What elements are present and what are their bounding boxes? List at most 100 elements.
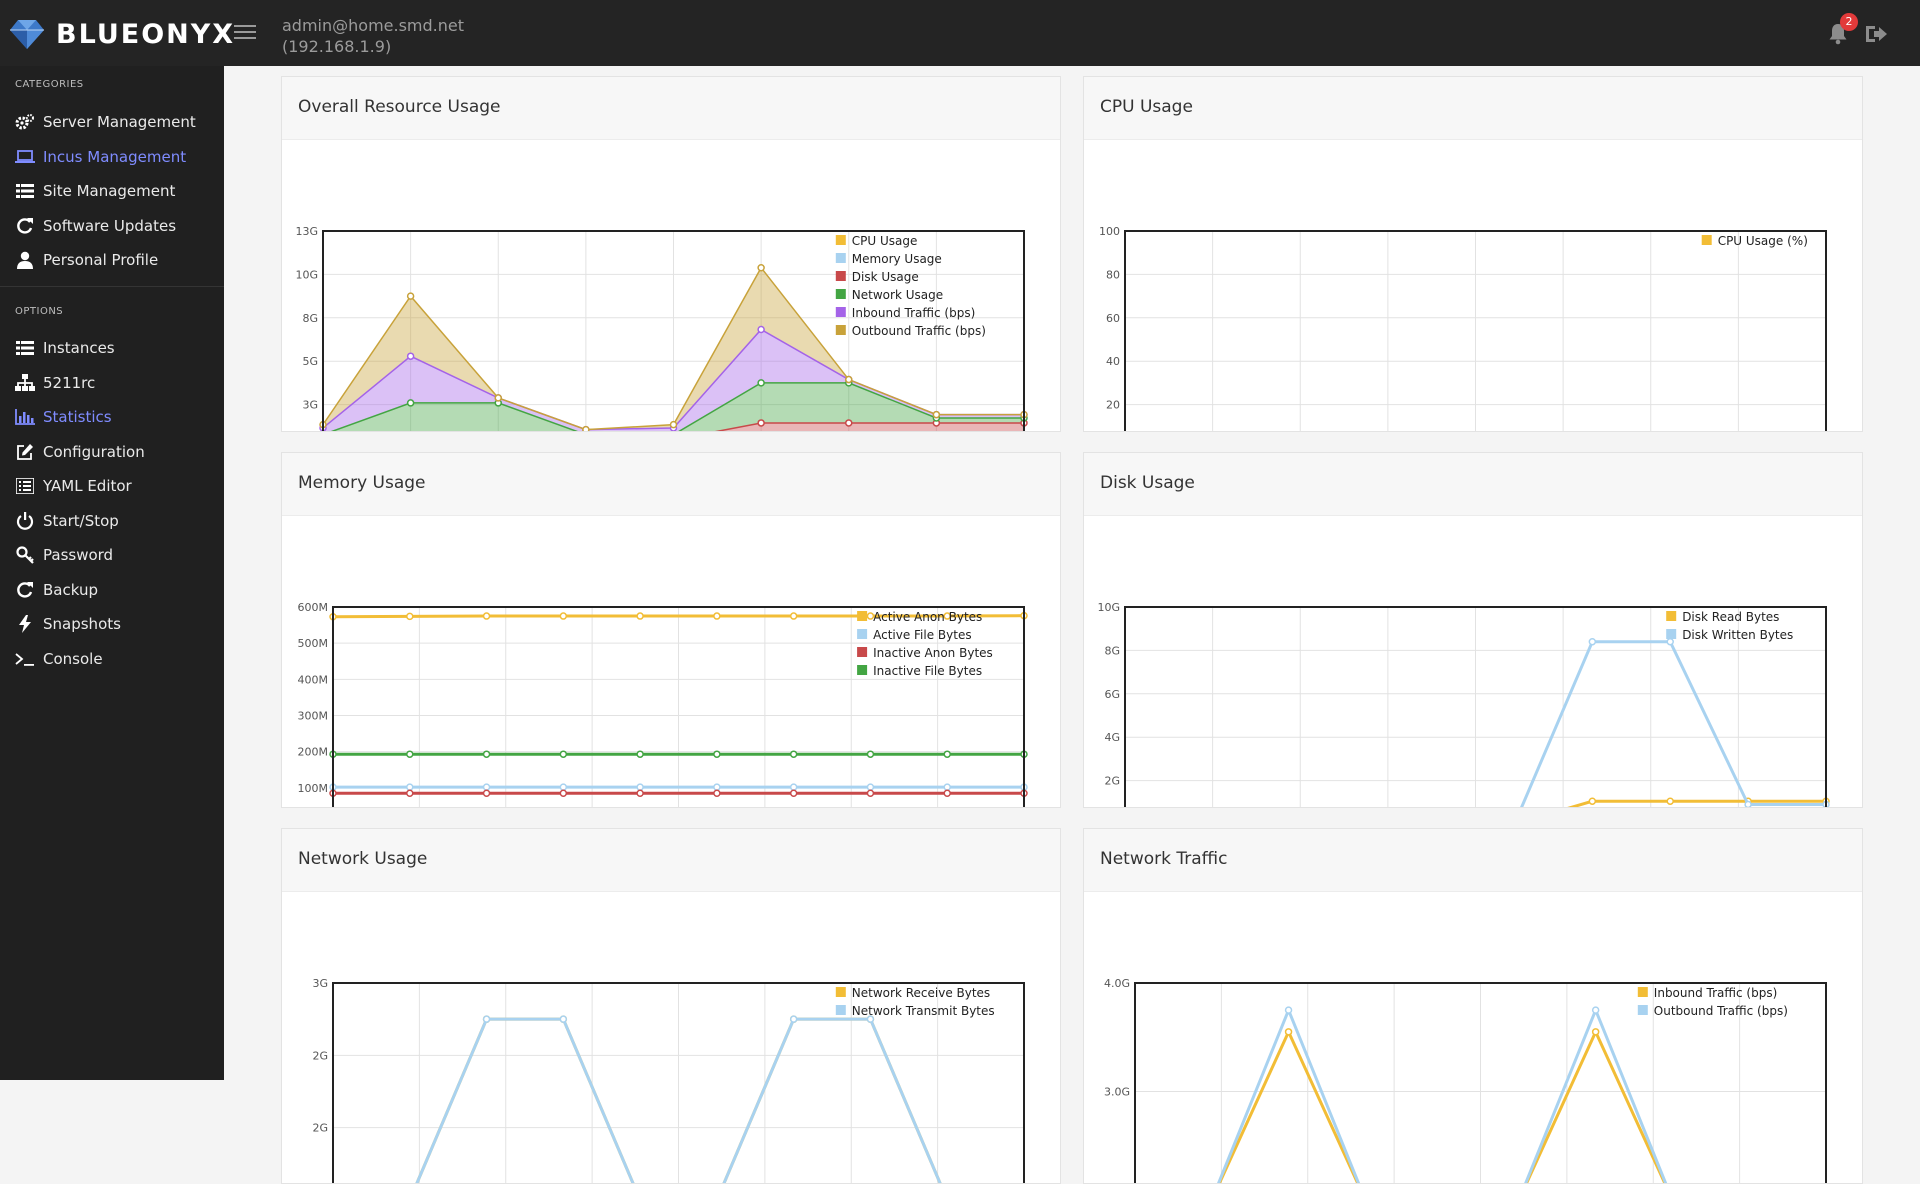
card-title: Network Usage [298,849,428,869]
plot-frame [1124,230,1827,431]
sidebar-item-site-management[interactable]: Site Management [0,175,224,207]
legend-swatch [857,647,868,657]
sidebar-item-label: Password [43,546,114,564]
sidebar-item-backup[interactable]: Backup [0,574,224,606]
categories-label: CATEGORIES [15,79,84,90]
host-info: admin@home.smd.net (192.168.1.9) [282,15,464,57]
y-tick-label: 200M [298,746,329,759]
data-point [757,419,765,427]
card-header: Disk Usage [1084,453,1862,516]
data-point [713,750,721,758]
laptop-icon [14,148,36,166]
legend: Inbound Traffic (bps) Outbound Traffic (b… [1637,986,1788,1018]
data-point [932,410,941,419]
sidebar-item-instances[interactable]: Instances [0,332,224,364]
series-line [332,614,1025,619]
legend-label: Memory Usage [852,252,942,266]
sidebar-item-yaml-editor[interactable]: YAML Editor [0,470,224,502]
brand[interactable]: BLUEONYX [10,14,235,54]
sidebar-item-snapshots[interactable]: Snapshots [0,608,224,640]
sidebar-item-server-management[interactable]: Server Management [0,106,224,138]
plot-frame [322,230,1025,431]
card-header: CPU Usage [1084,77,1862,140]
y-tick-label: 400M [298,673,329,686]
bar-chart-icon [14,408,36,426]
data-point [866,783,875,791]
legend: CPU Usage (%) [1701,234,1808,248]
sidebar-divider [0,286,224,287]
sidebar-item-start-stop[interactable]: Start/Stop [0,505,224,537]
card-disk-usage: Disk Usage 02G4G6G8G10G02:16:5502:17:000… [1083,452,1863,808]
card-network-usage: Network Usage 1G2G2G3GNetwork Receive By… [281,828,1061,1184]
y-tick-label: 3.0G [1104,1086,1130,1099]
sidebar-item-label: Snapshots [43,615,121,633]
legend-label: Inbound Traffic (bps) [1654,986,1777,1000]
legend: Network Receive Bytes Network Transmit By… [835,986,995,1018]
user-email: admin@home.smd.net [282,16,464,35]
data-point [1284,1028,1293,1036]
sidebar-item-statistics[interactable]: Statistics [0,401,224,433]
sidebar-item-label: Server Management [43,113,196,131]
y-tick-label: 4G [1104,731,1120,744]
data-point [1591,1028,1600,1036]
card-title: Network Traffic [1100,849,1228,869]
sidebar-item-software-updates[interactable]: Software Updates [0,210,224,242]
sidebar-item-console[interactable]: Console [0,643,224,675]
y-tick-label: 13G [295,225,318,238]
refresh-icon [14,581,36,599]
card-header: Overall Resource Usage [282,77,1060,140]
series-line [714,422,1024,431]
top-bar: BLUEONYX admin@home.smd.net (192.168.1.9… [0,0,1920,66]
y-tick-label: 2G [312,1049,328,1062]
data-point [789,750,798,758]
data-point [1666,797,1674,805]
data-point [559,612,568,620]
options-label: OPTIONS [15,306,64,317]
menu-toggle-icon[interactable] [234,22,256,42]
sidebar-item-incus-management[interactable]: Incus Management [0,141,224,173]
sidebar-item-password[interactable]: Password [0,539,224,571]
series-line [1520,640,1826,807]
card-memory-usage: Memory Usage 0100M200M300M400M500M600M02… [281,452,1061,808]
data-point [845,375,853,384]
list-alt-icon [14,477,36,495]
data-point [636,612,644,620]
data-point [406,612,414,621]
data-point [866,612,875,620]
logout-icon[interactable] [1864,23,1888,45]
sidebar-item-configuration[interactable]: Configuration [0,436,224,468]
y-tick-label: 5G [302,355,318,368]
sidebar-item-5211rc[interactable]: 5211rc [0,367,224,399]
sidebar-item-personal-profile[interactable]: Personal Profile [0,244,224,276]
power-icon [14,511,36,530]
data-point [559,789,568,798]
data-point [757,325,765,334]
data-point [789,783,798,791]
card-header: Memory Usage [282,453,1060,516]
legend: Disk Read Bytes Disk Written Bytes [1666,610,1793,642]
list-icon [14,182,36,200]
card-cpu-usage: CPU Usage 02040608010002:17:0002:17:0502… [1083,76,1863,432]
sidebar-item-label: 5211rc [43,373,96,392]
legend-swatch [1701,235,1712,245]
sidebar-item-label: Backup [43,580,98,599]
data-point [1591,1006,1600,1014]
legend-label: Disk Written Bytes [1682,628,1793,642]
y-tick-label: 10G [1097,601,1120,614]
data-point [482,612,491,620]
legend-swatch [1637,1005,1648,1015]
sitemap-icon [14,373,36,392]
chart-disk-usage: 02G4G6G8G10G02:16:5502:17:0002:17:0502:1… [1097,601,1830,807]
series-line [1567,799,1826,807]
sidebar-item-label: Incus Management [43,147,187,166]
series-line [330,382,1024,431]
legend: CPU Usage Memory Usage Disk Usage Network U… [835,234,986,338]
brand-name: BLUEONYX [56,18,236,50]
y-tick-label: 10G [295,268,318,281]
data-point [559,750,568,758]
legend-label: Disk Usage [852,270,919,284]
legend-swatch [835,253,846,263]
key-icon [14,546,36,564]
data-point [482,789,491,798]
